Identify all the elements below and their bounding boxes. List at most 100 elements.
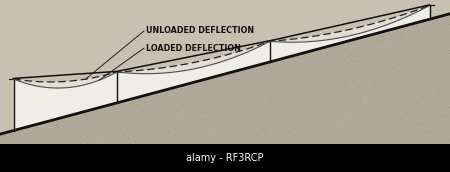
Point: [433, 20, 440, 23]
Point: [127, 132, 135, 135]
Point: [131, 140, 139, 142]
Point: [340, 64, 347, 67]
Text: alamy - RF3RCP: alamy - RF3RCP: [186, 153, 264, 163]
Point: [423, 95, 431, 98]
Point: [330, 116, 338, 119]
Point: [311, 77, 319, 80]
Point: [178, 139, 185, 141]
Point: [200, 170, 207, 172]
Point: [192, 170, 199, 172]
Point: [323, 53, 330, 56]
Point: [138, 123, 145, 126]
Point: [184, 129, 192, 132]
Point: [330, 75, 338, 78]
Point: [327, 169, 334, 172]
Point: [86, 165, 93, 168]
Point: [386, 51, 393, 54]
Point: [170, 158, 177, 161]
Point: [407, 114, 414, 117]
Point: [55, 125, 63, 128]
Point: [433, 107, 441, 110]
Point: [308, 151, 315, 154]
Point: [194, 102, 201, 104]
Point: [332, 141, 339, 144]
Point: [226, 130, 233, 133]
Point: [418, 49, 425, 51]
Point: [105, 105, 112, 108]
Point: [18, 144, 26, 147]
Point: [73, 140, 80, 143]
Point: [174, 110, 181, 112]
Point: [357, 141, 364, 144]
Point: [366, 95, 373, 97]
Point: [444, 144, 450, 147]
Point: [257, 68, 265, 71]
Point: [70, 157, 77, 159]
Point: [306, 69, 314, 72]
Point: [161, 144, 168, 147]
Point: [188, 133, 195, 136]
Point: [348, 145, 355, 148]
Point: [378, 145, 385, 148]
Point: [203, 144, 211, 147]
Point: [42, 168, 50, 171]
Point: [364, 56, 371, 58]
Point: [258, 129, 265, 132]
Point: [205, 128, 212, 131]
Point: [413, 167, 420, 170]
Point: [133, 153, 140, 156]
Point: [332, 46, 339, 49]
Point: [446, 138, 450, 141]
Point: [367, 154, 374, 157]
Point: [262, 165, 270, 168]
Point: [216, 115, 223, 118]
Point: [126, 117, 133, 119]
Point: [379, 128, 387, 131]
Point: [116, 129, 123, 132]
Point: [141, 127, 149, 130]
Point: [413, 43, 420, 46]
Point: [97, 164, 104, 166]
Point: [118, 122, 126, 125]
Point: [377, 141, 384, 144]
Point: [133, 103, 140, 106]
Point: [183, 151, 190, 154]
Point: [403, 110, 410, 113]
Point: [334, 44, 342, 46]
Point: [420, 130, 427, 133]
Point: [108, 110, 116, 113]
Point: [443, 152, 450, 154]
Point: [203, 169, 210, 171]
Point: [267, 96, 274, 99]
Point: [196, 118, 203, 121]
Point: [422, 131, 429, 133]
Point: [415, 120, 422, 123]
Point: [317, 72, 324, 74]
Point: [71, 139, 78, 142]
Point: [270, 96, 277, 99]
Point: [111, 121, 118, 124]
Point: [245, 98, 252, 101]
Point: [90, 140, 98, 143]
Point: [317, 113, 324, 116]
Point: [102, 132, 109, 135]
Point: [284, 122, 291, 125]
Point: [222, 104, 229, 107]
Point: [324, 99, 331, 102]
Point: [440, 138, 447, 141]
Point: [187, 143, 194, 146]
Point: [87, 120, 94, 123]
Point: [400, 68, 407, 70]
Point: [195, 150, 202, 152]
Point: [43, 147, 50, 149]
Point: [367, 148, 374, 151]
Point: [381, 108, 388, 111]
Point: [302, 143, 309, 146]
Point: [167, 152, 174, 155]
Point: [337, 94, 344, 96]
Point: [333, 89, 341, 92]
Point: [307, 83, 314, 86]
Point: [409, 61, 416, 63]
Point: [392, 135, 399, 137]
Point: [66, 124, 73, 126]
